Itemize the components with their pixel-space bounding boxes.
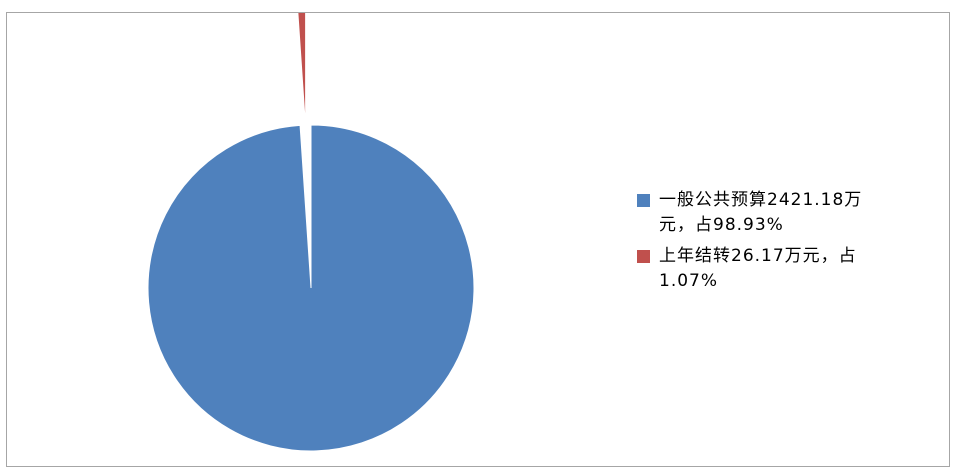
pie-slice-carryover — [297, 13, 307, 129]
legend-label-general-budget: 一般公共预算2421.18万 元，占98.93% — [659, 190, 863, 235]
legend-entry-general-budget: 一般公共预算2421.18万 元，占98.93% — [637, 188, 956, 238]
pie-slice-general-budget — [147, 124, 475, 452]
pie-chart — [147, 13, 475, 452]
legend-swatch-general-budget — [637, 194, 650, 207]
legend-entry-carryover: 上年结转26.17万元，占 1.07% — [637, 244, 956, 294]
legend-label-carryover: 上年结转26.17万元，占 1.07% — [659, 246, 857, 291]
legend-swatch-carryover — [637, 250, 650, 263]
chart-area: 一般公共预算2421.18万 元，占98.93% 上年结转26.17万元，占 1… — [6, 12, 950, 467]
legend: 一般公共预算2421.18万 元，占98.93% 上年结转26.17万元，占 1… — [637, 188, 956, 300]
